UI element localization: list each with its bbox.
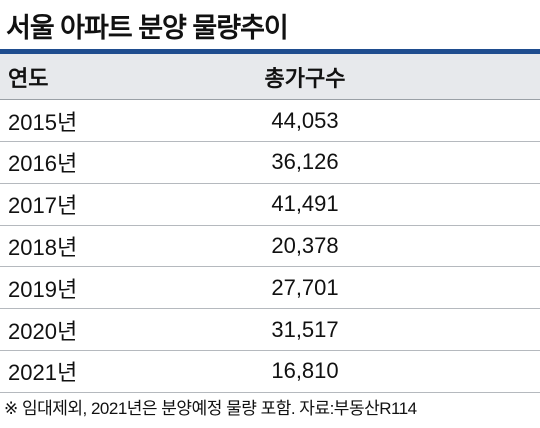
- count-cell: 20,378: [271, 232, 339, 258]
- title-rule: [0, 49, 540, 54]
- count-cell: 41,491: [271, 191, 339, 217]
- count-cell: 44,053: [271, 107, 339, 133]
- table-header: 연도 총가구수: [0, 54, 540, 100]
- count-cell: 27,701: [271, 274, 339, 300]
- table-row: 2017년 41,491: [0, 184, 540, 226]
- year-cell: 2015년: [8, 109, 78, 135]
- year-cell: 2019년: [8, 276, 78, 302]
- year-cell: 2018년: [8, 234, 78, 260]
- count-cell: 36,126: [271, 149, 339, 175]
- footnote: ※ 임대제외, 2021년은 분양예정 물량 포함. 자료:부동산R114: [4, 399, 417, 418]
- column-header: 총가구수: [264, 65, 346, 91]
- table-row: 2018년 20,378: [0, 225, 540, 268]
- count-cell: 16,810: [271, 358, 339, 384]
- table-row: 2016년 36,126: [0, 142, 540, 184]
- table-row: 2019년 27,701: [0, 267, 540, 310]
- year-cell: 2020년: [8, 318, 78, 344]
- table-row: 2015년 44,053: [0, 100, 540, 142]
- table-row: 2021년 16,810: [0, 351, 540, 393]
- year-cell: 2016년: [8, 151, 78, 177]
- year-cell: 2021년: [8, 360, 78, 386]
- column-header: 연도: [8, 65, 49, 91]
- count-cell: 31,517: [271, 316, 339, 342]
- year-cell: 2017년: [8, 193, 78, 219]
- table-row: 2020년 31,517: [0, 309, 540, 351]
- title: 서울 아파트 분양 물량추이: [6, 13, 289, 43]
